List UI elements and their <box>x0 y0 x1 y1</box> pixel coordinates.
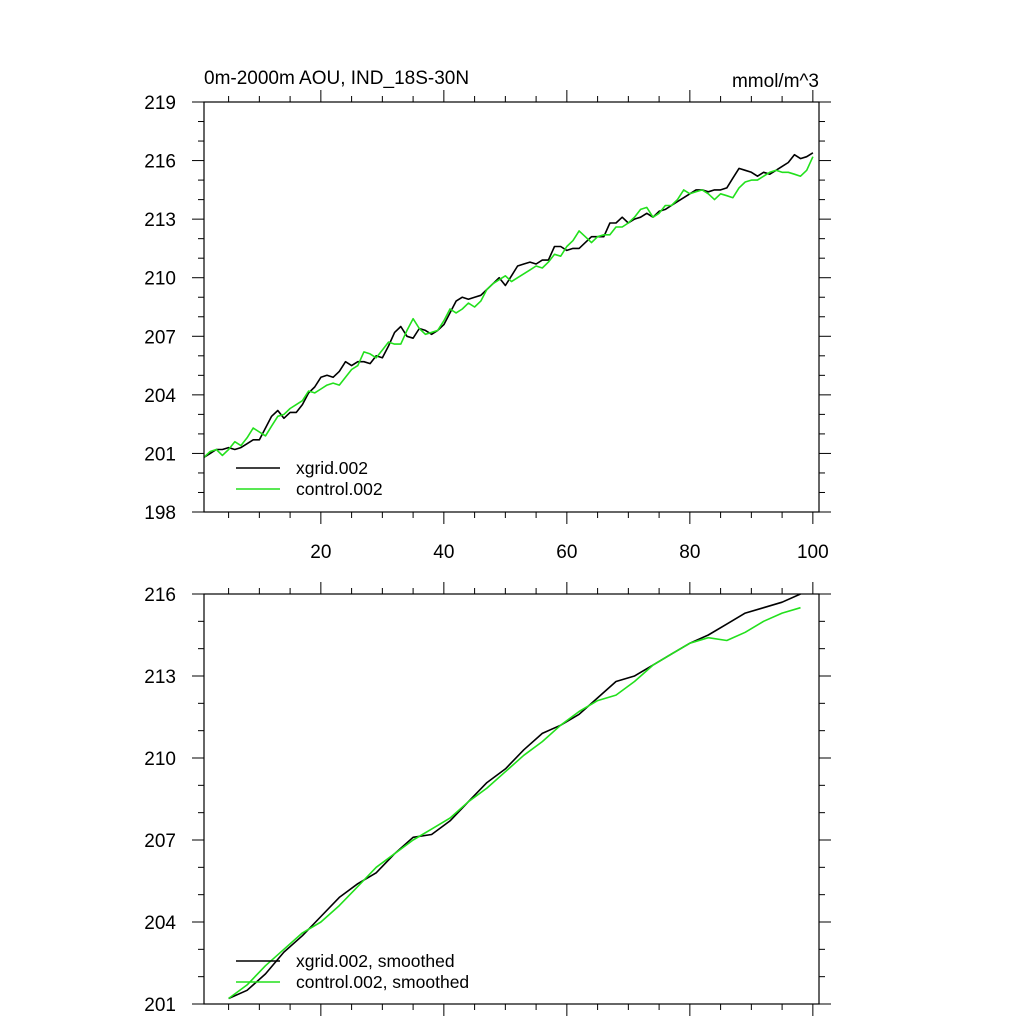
bottom-legend-label: xgrid.002, smoothed <box>296 951 455 971</box>
top-ytick-label: 207 <box>144 327 176 348</box>
bottom-ytick-label: 210 <box>144 749 176 770</box>
top-legend-label: control.002 <box>296 479 383 499</box>
top-panel-series <box>203 152 814 458</box>
top-panel-frame <box>203 101 820 513</box>
top-ytick-label: 216 <box>144 152 176 173</box>
top-panel: 0m-2000m AOU, IND_18S-30N mmol/m^3 198 20… <box>144 68 831 563</box>
top-panel-units: mmol/m^3 <box>732 71 819 92</box>
top-ytick-label: 204 <box>144 386 176 407</box>
bottom-ytick-label: 201 <box>144 995 176 1016</box>
top-xtick-label: 80 <box>679 542 700 563</box>
top-ytick-label: 213 <box>144 210 176 231</box>
bottom-panel-frame <box>203 593 820 1005</box>
bottom-series-control <box>228 606 801 1000</box>
top-xtick-label: 100 <box>797 542 829 563</box>
bottom-legend-label: control.002, smoothed <box>296 972 469 992</box>
top-ytick-label: 210 <box>144 269 176 290</box>
bottom-ytick-label: 207 <box>144 831 176 852</box>
top-series-xgrid <box>203 152 814 458</box>
bottom-ytick-label: 216 <box>144 585 176 606</box>
top-series-control <box>203 156 814 458</box>
top-xtick-label: 20 <box>310 542 331 563</box>
bottom-panel: 201 204 207 210 213 216 xgrid.002, smoothedco… <box>144 582 831 1016</box>
bottom-panel-series <box>228 593 801 1000</box>
bottom-panel-ticks: 201 204 207 210 213 216 <box>144 582 831 1016</box>
top-legend-label: xgrid.002 <box>296 458 368 478</box>
top-xtick-label: 60 <box>556 542 577 563</box>
bottom-ytick-label: 213 <box>144 667 176 688</box>
bottom-series-xgrid <box>228 593 801 1000</box>
top-panel-ticks: 198 201 204 207 210 213 216 219 20 40 60 80 100 <box>144 90 831 563</box>
bottom-ytick-label: 204 <box>144 913 176 934</box>
top-ytick-label: 219 <box>144 93 176 114</box>
top-panel-title: 0m-2000m AOU, IND_18S-30N <box>204 68 469 89</box>
top-ytick-label: 201 <box>144 444 176 465</box>
top-xtick-label: 40 <box>433 542 454 563</box>
top-ytick-label: 198 <box>144 503 176 524</box>
